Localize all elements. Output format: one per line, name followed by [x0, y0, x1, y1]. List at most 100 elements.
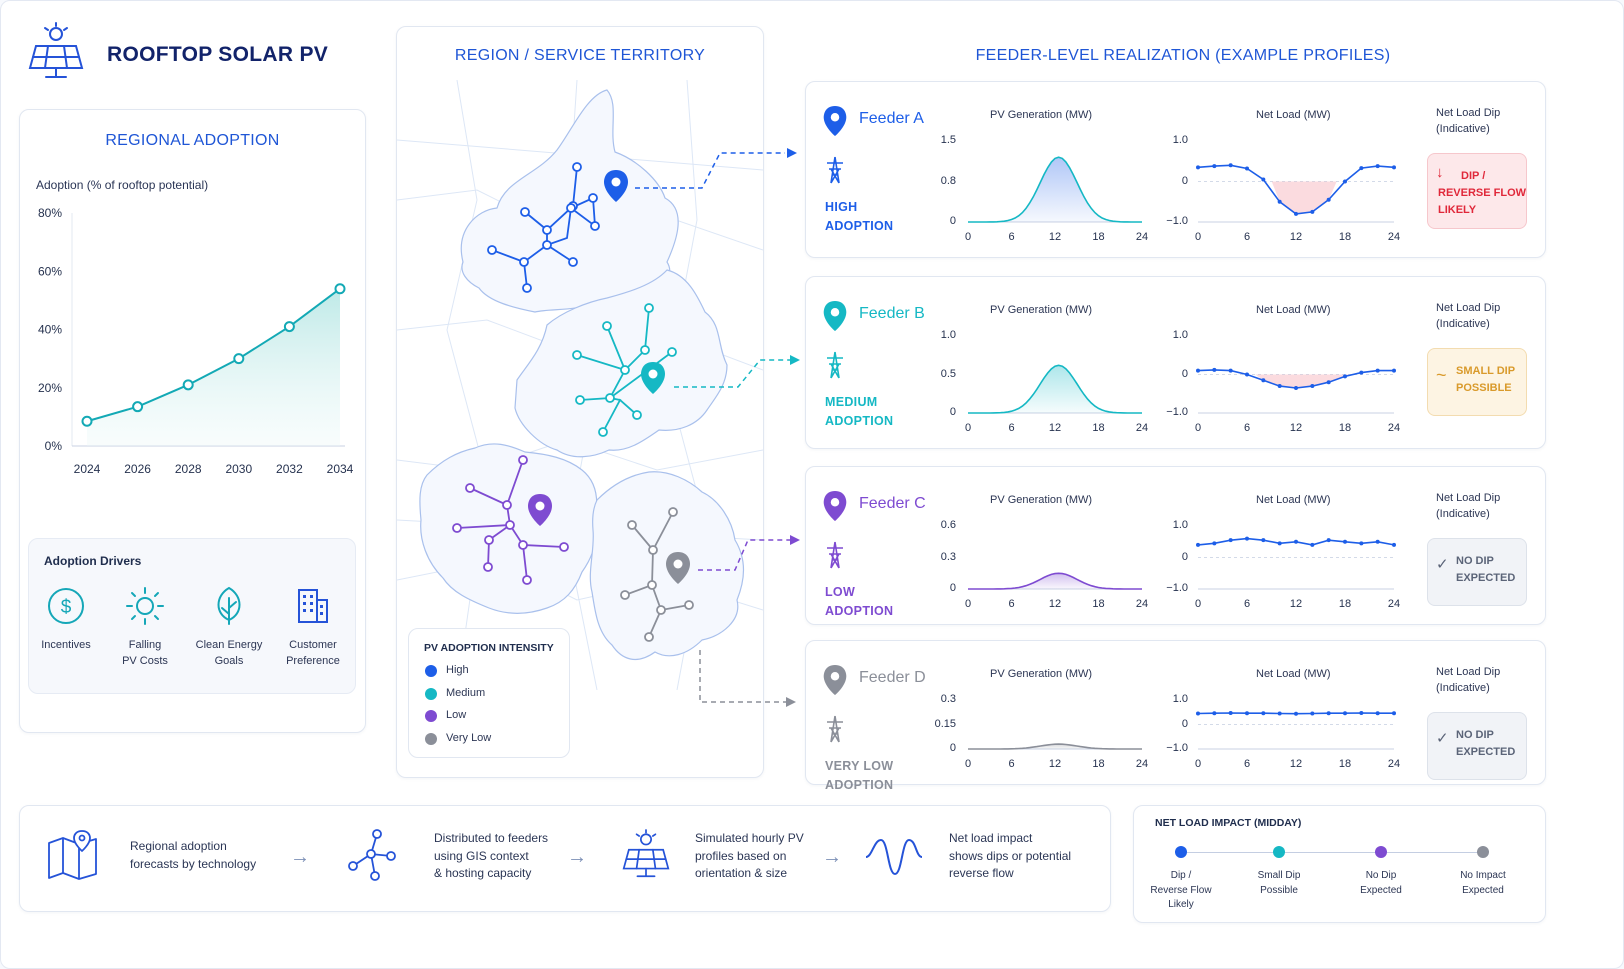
adoption-level-line: MEDIUM [825, 395, 878, 409]
net-load-x-tick-label: 6 [1244, 422, 1250, 434]
legend-title: PV ADOPTION INTENSITY [424, 642, 554, 654]
net-load-dip-title: Net Load Dip (Indicative) [1436, 664, 1500, 696]
net-load-impact-title: NET LOAD IMPACT (MIDDAY) [1155, 817, 1302, 829]
impact-label: No Dip Expected [1336, 869, 1426, 898]
adoption-point [81, 415, 93, 427]
pv-y-tick-label: 0.3 [940, 550, 956, 563]
flow-step-text: Net load impact shows dips or potential re… [949, 830, 1071, 883]
net-load-point [1375, 539, 1380, 544]
x-tick-label: 2028 [175, 462, 202, 476]
adoption-chart-label: Adoption (% of rooftop potential) [36, 178, 209, 192]
adoption-level-line: ADOPTION [825, 414, 894, 428]
status-text: NO DIP EXPECTED [1456, 727, 1515, 761]
feeder-card [805, 81, 1546, 258]
flow-step-text: Distributed to feeders using GIS context &… [434, 830, 548, 883]
net-load-point [1212, 367, 1217, 372]
map-pin-icon [823, 490, 847, 522]
net-load-chart: 0 6 12 18 24 [1195, 536, 1400, 610]
y-tick-label: 20% [38, 381, 62, 395]
feeder-name: Feeder C [859, 495, 926, 512]
pv-y-tick-label: 0.8 [940, 174, 956, 187]
flow-step-line: Net load impact [949, 831, 1033, 845]
feeder-network-a [487, 162, 600, 293]
adoption-level-line: ADOPTION [825, 778, 894, 792]
net-load-point [1212, 711, 1217, 716]
building-icon [298, 589, 328, 623]
pv-x-tick-label: 0 [965, 598, 971, 610]
impact-label-line: Reverse Flow [1150, 884, 1212, 896]
net-load-y-tick-label: 1.0 [1172, 519, 1188, 531]
driver-label-line: PV Costs [122, 655, 168, 667]
net-load-point [1196, 542, 1200, 547]
feeder-name: Feeder B [859, 305, 925, 322]
net-load-point [1261, 378, 1266, 383]
impact-label: Small Dip Possible [1234, 869, 1324, 898]
flow-step-line: reverse flow [949, 866, 1014, 880]
region-title: REGION / SERVICE TERRITORY [454, 47, 706, 64]
pv-line [968, 743, 1142, 750]
x-tick-label: 2026 [124, 462, 151, 476]
service-territory-map [397, 80, 763, 690]
pv-y-tick-label: 0 [949, 406, 956, 418]
adoption-point [233, 353, 245, 365]
net-load-point [1245, 372, 1249, 377]
net-load-point [1196, 165, 1200, 170]
x-tick-label: 2030 [225, 462, 252, 476]
pv-x-tick-label: 6 [1008, 758, 1014, 770]
status-box: ~ SMALL DIP POSSIBLE [1427, 348, 1527, 416]
dip-title-line: Net Load Dip [1436, 666, 1501, 678]
net-load-y-tick-label: 0 [1181, 174, 1188, 187]
pv-x-tick-label: 6 [1008, 231, 1014, 243]
net-load-x-tick-label: 24 [1388, 231, 1400, 243]
net-load-point [1228, 368, 1233, 373]
adoption-drivers-title: Adoption Drivers [44, 554, 142, 568]
feeder-card [805, 640, 1546, 785]
adoption-level-label: VERY LOW ADOPTION [825, 757, 893, 795]
net-load-point [1310, 542, 1315, 547]
pv-line [968, 364, 1142, 414]
status-text-line: DIP / [1461, 170, 1486, 182]
y-tick-label: 40% [38, 323, 62, 337]
flow-step-line: Distributed to feeders [434, 831, 549, 845]
driver-label: Incentives [16, 637, 116, 653]
impact-label-line: No Dip [1365, 870, 1397, 881]
territory-central [514, 269, 728, 458]
dip-title-line: Net Load Dip [1436, 107, 1501, 119]
net-load-chart-title: Net Load (MW) [1256, 109, 1331, 121]
net-load-point [1343, 179, 1347, 184]
net-load-x-tick-label: 18 [1339, 422, 1351, 434]
dip-title-line: (Indicative) [1436, 508, 1490, 520]
legend-label: Low [446, 709, 467, 721]
impact-label-line: Small Dip [1257, 870, 1301, 881]
dip-title-line: (Indicative) [1436, 682, 1490, 694]
net-load-y-tick-label: 0 [1181, 367, 1188, 380]
pv-line [968, 572, 1142, 590]
transmission-tower-icon [827, 715, 843, 743]
pv-y-tick-label: 0.15 [934, 717, 956, 730]
impact-label-line: Possible [1260, 884, 1298, 896]
flow-step-line: Simulated hourly PV [695, 831, 804, 845]
net-load-impact-card [1133, 805, 1546, 923]
legend-dot [425, 687, 437, 700]
net-load-point [1245, 166, 1249, 171]
dollar-icon: $ [48, 588, 84, 624]
net-load-x-tick-label: 0 [1195, 758, 1201, 770]
net-load-point [1310, 384, 1315, 389]
regional-adoption-title: REGIONAL ADOPTION [105, 132, 280, 149]
net-load-point [1326, 380, 1331, 385]
leaf-icon [217, 586, 241, 625]
net-load-point [1392, 165, 1396, 170]
net-load-chart-title: Net Load (MW) [1256, 494, 1331, 506]
net-load-point [1359, 166, 1364, 171]
net-load-point [1326, 538, 1331, 543]
net-load-point [1212, 164, 1217, 169]
pv-x-tick-label: 12 [1049, 422, 1061, 434]
status-text-line: EXPECTED [1456, 572, 1516, 584]
net-load-point [1277, 199, 1282, 204]
process-flow-card [19, 805, 1111, 912]
pv-generation-chart: 0 6 12 18 24 [965, 572, 1148, 610]
flow-step-line: forecasts by technology [130, 856, 257, 871]
adoption-level-line: HIGH [825, 200, 858, 214]
pv-chart-title: PV Generation (MW) [990, 668, 1093, 680]
net-load-point [1294, 711, 1298, 716]
